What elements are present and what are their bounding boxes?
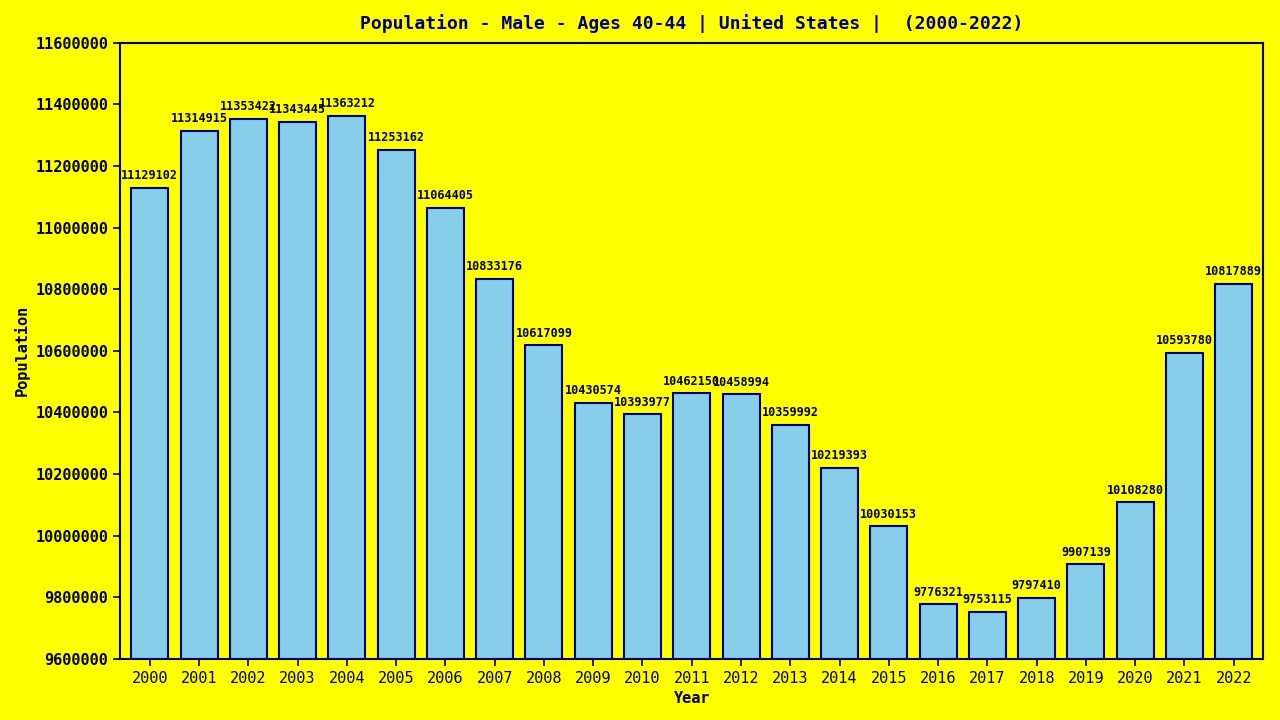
Bar — [180, 130, 218, 659]
Bar — [919, 605, 956, 659]
Bar — [1018, 598, 1055, 659]
Text: 10817889: 10817889 — [1206, 265, 1262, 278]
Bar — [526, 346, 562, 659]
Bar — [1116, 503, 1153, 659]
Text: 9907139: 9907139 — [1061, 546, 1111, 559]
Bar — [722, 394, 759, 659]
Text: 9776321: 9776321 — [913, 586, 963, 599]
Bar — [575, 403, 612, 659]
Title: Population - Male - Ages 40-44 | United States |  (2000-2022): Population - Male - Ages 40-44 | United … — [360, 14, 1024, 33]
Text: 11064405: 11064405 — [417, 189, 474, 202]
Bar — [378, 150, 415, 659]
Bar — [279, 122, 316, 659]
Text: 11129102: 11129102 — [122, 169, 178, 182]
Text: 9797410: 9797410 — [1011, 580, 1061, 593]
Bar — [820, 468, 858, 659]
Text: 10108280: 10108280 — [1107, 484, 1164, 497]
Text: 11253162: 11253162 — [367, 131, 425, 144]
Bar — [476, 279, 513, 659]
Text: 10458994: 10458994 — [713, 376, 769, 389]
Text: 11353422: 11353422 — [220, 100, 276, 113]
Bar — [230, 119, 266, 659]
Bar — [1166, 353, 1203, 659]
Text: 10617099: 10617099 — [516, 327, 572, 340]
Bar — [969, 611, 1006, 659]
Text: 10430574: 10430574 — [564, 384, 622, 397]
Bar — [132, 188, 168, 659]
Text: 10462150: 10462150 — [663, 374, 721, 387]
Bar — [625, 414, 660, 659]
Bar — [1068, 564, 1105, 659]
Bar — [329, 116, 365, 659]
Text: 10030153: 10030153 — [860, 508, 918, 521]
Text: 11363212: 11363212 — [319, 97, 375, 110]
Bar — [1215, 284, 1252, 659]
Text: 10833176: 10833176 — [466, 261, 524, 274]
Text: 10219393: 10219393 — [812, 449, 868, 462]
Text: 10359992: 10359992 — [762, 406, 819, 419]
Bar — [772, 425, 809, 659]
X-axis label: Year: Year — [673, 691, 710, 706]
Text: 11314915: 11314915 — [170, 112, 228, 125]
Bar — [870, 526, 908, 659]
Bar — [673, 393, 710, 659]
Text: 9753115: 9753115 — [963, 593, 1012, 606]
Text: 10593780: 10593780 — [1156, 334, 1213, 347]
Y-axis label: Population: Population — [14, 305, 29, 397]
Bar — [428, 208, 463, 659]
Text: 11343445: 11343445 — [269, 103, 326, 116]
Text: 10393977: 10393977 — [614, 396, 671, 409]
